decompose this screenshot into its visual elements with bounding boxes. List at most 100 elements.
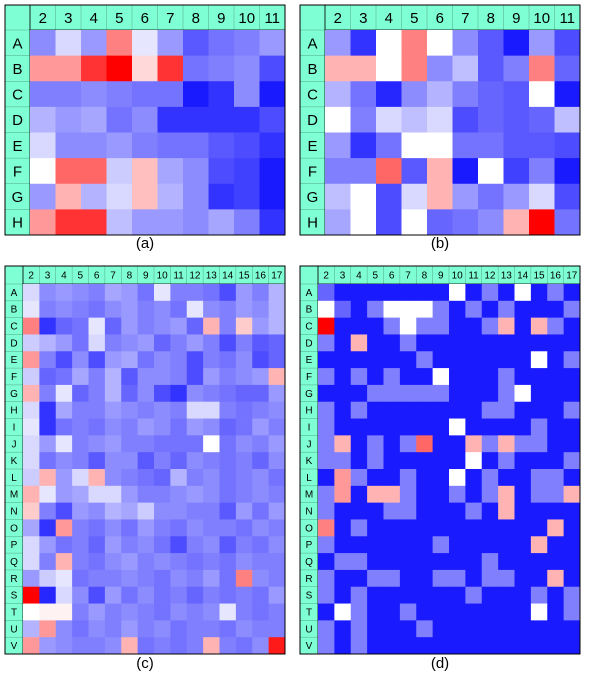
heatmap-cell (367, 469, 384, 487)
heatmap-cell (268, 418, 286, 436)
heatmap-cell (252, 469, 270, 487)
heatmap-cell (219, 418, 237, 436)
heatmap-cell (334, 553, 352, 571)
row-label: E (11, 355, 18, 366)
heatmap-cell (530, 351, 548, 369)
heatmap-cell (252, 637, 270, 655)
heatmap-cell (170, 351, 188, 369)
heatmap-cell (234, 81, 260, 108)
heatmap-cell (416, 536, 434, 554)
heatmap-cell (399, 502, 417, 520)
heatmap-cell (554, 55, 581, 82)
heatmap-cell (449, 317, 466, 335)
heatmap-cell (203, 553, 220, 571)
row-label: I (13, 422, 16, 433)
heatmap-cell (563, 620, 581, 638)
heatmap-cell (203, 603, 220, 621)
heatmap-cell (72, 418, 89, 436)
heatmap-cell (334, 317, 352, 335)
heatmap-cell (72, 435, 89, 453)
heatmap-cell (268, 368, 286, 386)
heatmap-cell (547, 284, 565, 302)
heatmap-cell (367, 569, 384, 588)
heatmap-cell (252, 603, 270, 621)
heatmap-cell (203, 401, 220, 419)
heatmap-cell (547, 519, 565, 537)
heatmap-cell (399, 469, 417, 487)
heatmap-cell (252, 485, 270, 504)
heatmap-cell (121, 284, 139, 302)
heatmap-cell (23, 418, 40, 436)
heatmap-cell (104, 469, 122, 487)
heatmap-cell (55, 519, 73, 537)
heatmap-cell (55, 368, 73, 386)
heatmap-cell (554, 158, 581, 185)
heatmap-cell (88, 620, 106, 638)
heatmap-cell (563, 485, 581, 504)
column-label: 2 (28, 271, 34, 282)
heatmap-cell (399, 519, 417, 537)
heatmap-cell (449, 469, 466, 487)
heatmap-cell (234, 158, 260, 185)
heatmap-cell (350, 209, 377, 236)
heatmap-cell (563, 435, 581, 453)
heatmap-cell (318, 351, 335, 369)
heatmap-cell (383, 384, 401, 403)
heatmap-cell (318, 569, 335, 588)
heatmap-cell (481, 586, 499, 604)
heatmap-cell (318, 536, 335, 554)
heatmap-cell (23, 519, 40, 537)
heatmap-cell (235, 569, 253, 588)
heatmap-cell (399, 452, 417, 470)
heatmap-cell (235, 452, 253, 470)
heatmap-cell (427, 158, 453, 185)
heatmap-cell (554, 81, 581, 108)
heatmap-cell (157, 183, 184, 210)
heatmap-cell (416, 620, 434, 638)
heatmap-cell (416, 351, 434, 369)
row-label: P (11, 540, 18, 551)
heatmap-cell (318, 502, 335, 520)
heatmap-cell (203, 569, 220, 588)
heatmap-cell (137, 502, 155, 520)
heatmap-cell (137, 569, 155, 588)
heatmap-cell (547, 502, 565, 520)
column-label: 5 (410, 10, 418, 27)
column-label: 4 (385, 10, 393, 27)
heatmap-cell (252, 569, 270, 588)
panel-caption: (a) (136, 235, 154, 252)
heatmap-cell (350, 519, 368, 537)
heatmap-cell (252, 435, 270, 453)
heatmap-cell (498, 603, 515, 621)
heatmap-cell (350, 106, 377, 133)
heatmap-cell (401, 106, 428, 133)
row-label: F (13, 163, 22, 180)
column-label: 4 (61, 271, 67, 282)
heatmap-cell (170, 637, 188, 655)
heatmap-cell (88, 536, 106, 554)
heatmap-cell (416, 485, 434, 504)
heatmap-cell (350, 569, 368, 588)
heatmap-cell (219, 502, 237, 520)
heatmap-cell (452, 81, 479, 108)
heatmap-cell (399, 536, 417, 554)
heatmap-cell (449, 586, 466, 604)
heatmap-cell (547, 317, 565, 335)
heatmap-cell (325, 132, 351, 159)
heatmap-cell (157, 209, 184, 236)
heatmap-cell (325, 158, 351, 185)
heatmap-cell (514, 637, 532, 655)
heatmap-cell (547, 469, 565, 487)
heatmap-cell (432, 384, 450, 403)
heatmap-cell (449, 300, 466, 319)
heatmap-cell (383, 620, 401, 638)
heatmap-cell (268, 603, 286, 621)
heatmap-cell (170, 586, 188, 604)
column-label: 5 (78, 271, 84, 282)
heatmap-cell (72, 300, 89, 319)
column-label: 3 (340, 271, 346, 282)
column-label: 13 (501, 271, 513, 282)
column-label: 5 (115, 10, 123, 27)
heatmap-cell (104, 485, 122, 504)
heatmap-cell (88, 351, 106, 369)
